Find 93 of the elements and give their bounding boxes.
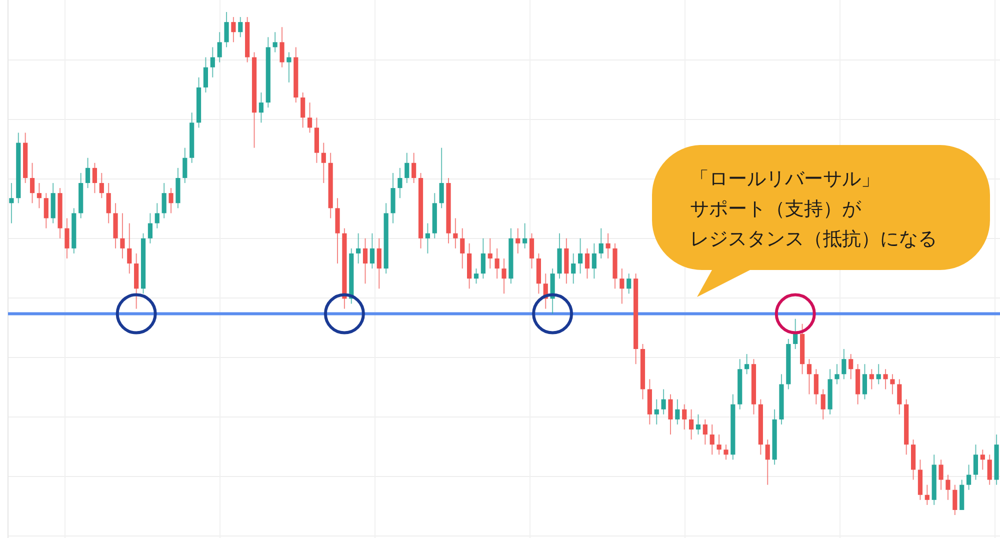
candlestick	[376, 238, 382, 290]
candlestick	[661, 388, 666, 415]
candlestick	[716, 434, 722, 456]
candlestick	[592, 242, 596, 280]
candlestick	[806, 358, 812, 395]
candlestick	[702, 418, 708, 446]
candlestick	[217, 32, 222, 63]
candlestick	[64, 218, 70, 259]
candlestick	[571, 252, 576, 284]
candlestick	[162, 182, 166, 219]
candlestick	[474, 268, 479, 284]
candlestick	[710, 424, 714, 456]
candlestick	[425, 222, 430, 254]
candlestick	[820, 388, 826, 420]
candlestick	[453, 218, 458, 249]
candlestick	[668, 394, 673, 436]
candlestick	[92, 162, 98, 194]
candlestick	[182, 147, 188, 184]
candlestick	[307, 102, 312, 134]
candlestick	[946, 474, 950, 500]
candlestick	[238, 16, 243, 38]
candlestick	[675, 398, 680, 425]
candlestick	[280, 26, 284, 68]
candlestick	[502, 258, 506, 294]
candlestick	[272, 32, 278, 53]
candlestick	[370, 232, 374, 270]
candlestick	[980, 449, 985, 470]
candlestick	[834, 364, 840, 385]
candlestick	[439, 147, 444, 209]
candlestick	[876, 364, 881, 385]
candlestick	[724, 444, 728, 460]
candlestick	[897, 378, 902, 415]
candlestick	[793, 318, 798, 350]
candlestick	[696, 414, 701, 436]
candlestick	[584, 248, 590, 280]
candlestick	[362, 238, 368, 284]
candlestick	[494, 248, 500, 280]
candlestick	[480, 238, 486, 280]
candlestick	[300, 92, 306, 128]
candlestick	[44, 192, 48, 229]
candlestick	[106, 182, 111, 224]
candlestick	[598, 228, 604, 259]
candlestick	[127, 222, 132, 274]
candlestick	[765, 439, 770, 486]
annotation: レジスタンス（抵抗）になる	[690, 228, 937, 250]
annotation: サポート（支持）が	[690, 198, 862, 220]
candlestick	[30, 162, 35, 204]
candlestick	[224, 12, 229, 48]
candlestick	[626, 273, 632, 294]
candlestick	[842, 348, 846, 380]
candlestick	[9, 182, 14, 224]
candlestick	[168, 188, 174, 214]
annotation: 「ロールリバーサル」	[690, 168, 880, 190]
candlestick	[404, 152, 410, 184]
candlestick	[938, 459, 944, 490]
candlestick	[890, 374, 895, 395]
candlestick	[529, 232, 534, 270]
candlestick	[516, 228, 520, 254]
candlestick	[258, 92, 264, 124]
candlestick	[120, 212, 125, 259]
candlestick	[606, 232, 610, 259]
candlestick	[689, 408, 694, 440]
candlestick	[578, 238, 583, 274]
candlestick	[154, 202, 160, 229]
candlestick	[99, 172, 104, 199]
candlestick	[973, 444, 978, 480]
candlestick	[869, 368, 874, 390]
candlestick	[744, 354, 750, 375]
candlestick	[654, 398, 659, 425]
candlestick	[412, 152, 416, 184]
candlestick	[848, 354, 854, 380]
candlestick	[203, 56, 208, 93]
candlestick	[924, 484, 930, 506]
candlestick	[85, 157, 90, 189]
candlestick	[488, 238, 492, 270]
candlestick	[36, 182, 42, 209]
candlestick	[522, 222, 528, 249]
candlestick	[862, 364, 868, 400]
candlestick	[952, 484, 958, 516]
candlestick	[321, 142, 326, 184]
candlestick	[966, 464, 972, 490]
candlestick	[883, 368, 888, 390]
candlestick	[398, 167, 402, 199]
candlestick	[987, 454, 992, 486]
candlestick	[286, 52, 292, 83]
candlestick	[210, 46, 215, 78]
candlestick	[620, 268, 624, 304]
candlestick	[148, 212, 153, 244]
candlestick	[460, 228, 465, 270]
candlestick	[356, 232, 361, 264]
candlestick	[682, 404, 687, 430]
candlestick	[814, 368, 818, 405]
candlestick	[231, 16, 236, 43]
